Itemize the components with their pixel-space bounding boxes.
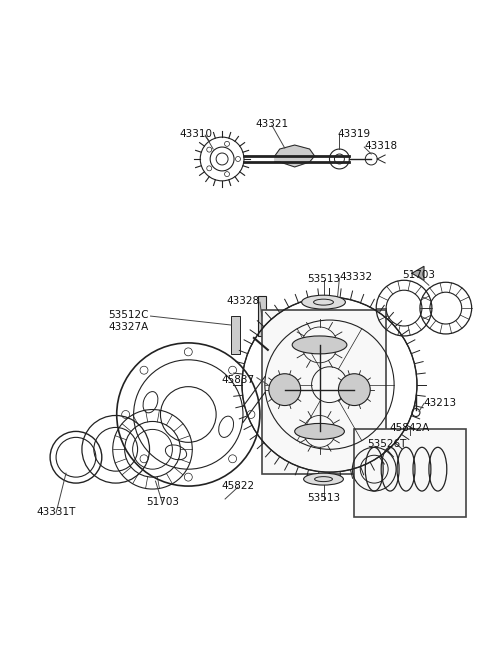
Ellipse shape xyxy=(295,423,344,440)
Polygon shape xyxy=(412,267,424,280)
Text: 51703: 51703 xyxy=(402,271,435,280)
Circle shape xyxy=(338,374,370,405)
Text: 43319: 43319 xyxy=(337,129,371,139)
Circle shape xyxy=(269,374,300,405)
Ellipse shape xyxy=(301,295,346,309)
Bar xyxy=(258,296,266,336)
Text: 43327A: 43327A xyxy=(108,322,148,332)
Polygon shape xyxy=(275,145,314,167)
Text: 53512C: 53512C xyxy=(108,310,148,320)
Bar xyxy=(231,316,240,354)
Text: 43310: 43310 xyxy=(180,129,213,139)
Text: 45837: 45837 xyxy=(222,375,255,384)
Text: 53513: 53513 xyxy=(307,274,340,284)
Text: 43328: 43328 xyxy=(227,296,260,306)
Bar xyxy=(354,430,466,517)
Text: 43213: 43213 xyxy=(424,398,457,407)
Bar xyxy=(262,310,386,474)
Text: 43331T: 43331T xyxy=(36,507,76,517)
Text: 43318: 43318 xyxy=(364,141,397,151)
Text: 53513: 53513 xyxy=(307,493,340,503)
Text: 51703: 51703 xyxy=(146,497,179,507)
Text: 53526T: 53526T xyxy=(367,440,407,449)
Ellipse shape xyxy=(292,336,347,354)
Ellipse shape xyxy=(304,473,343,485)
Text: 45822: 45822 xyxy=(221,481,254,491)
Text: 43332: 43332 xyxy=(339,272,372,282)
Text: 43321: 43321 xyxy=(255,119,288,129)
Text: 45842A: 45842A xyxy=(390,423,430,434)
